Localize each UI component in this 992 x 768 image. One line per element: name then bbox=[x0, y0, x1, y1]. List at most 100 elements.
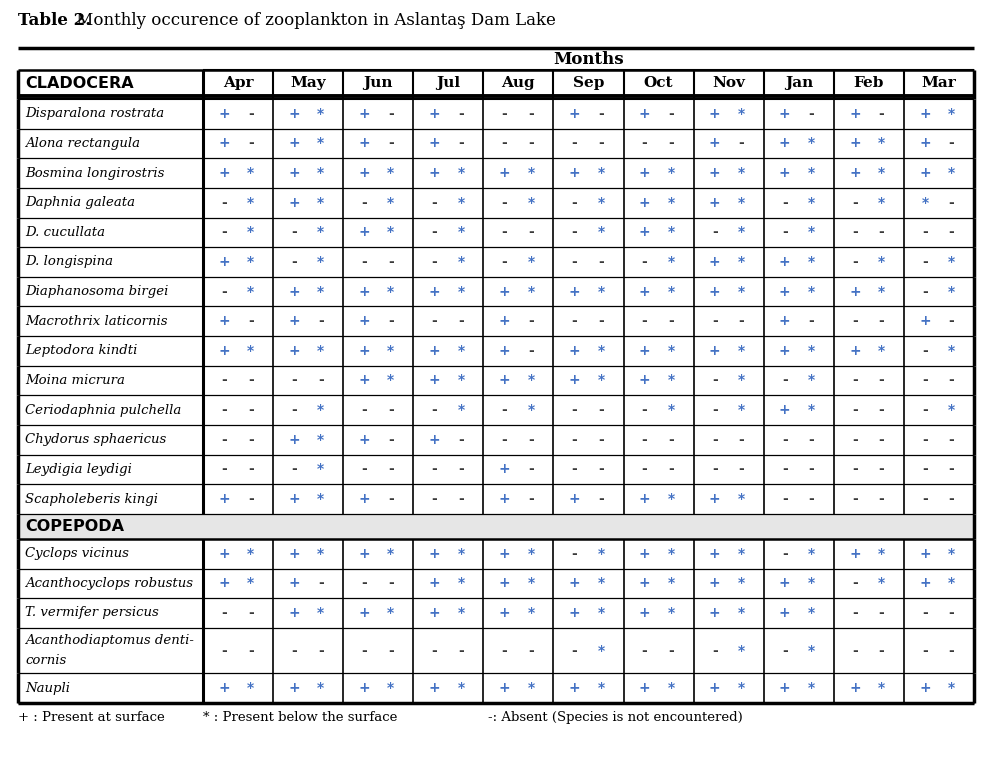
Text: D. cucullata: D. cucullata bbox=[25, 226, 105, 239]
Text: -: - bbox=[922, 432, 928, 447]
Text: +: + bbox=[639, 196, 651, 210]
Text: *: * bbox=[738, 255, 745, 269]
Text: *: * bbox=[738, 107, 745, 121]
Text: Ceriodaphnia pulchella: Ceriodaphnia pulchella bbox=[25, 404, 182, 416]
Text: -: - bbox=[388, 644, 394, 657]
Text: Sep: Sep bbox=[572, 76, 604, 90]
Text: +: + bbox=[499, 314, 510, 328]
Text: +: + bbox=[709, 137, 720, 151]
Text: +: + bbox=[709, 344, 720, 358]
Text: *: * bbox=[528, 606, 535, 620]
Text: *: * bbox=[668, 373, 675, 388]
Text: *: * bbox=[247, 166, 254, 180]
Text: -: - bbox=[598, 255, 604, 269]
Text: -: - bbox=[852, 462, 858, 476]
Text: +: + bbox=[779, 255, 791, 269]
Text: -: - bbox=[738, 462, 744, 476]
Text: -: - bbox=[221, 403, 227, 417]
Text: Table 2.: Table 2. bbox=[18, 12, 91, 29]
Text: -: - bbox=[598, 314, 604, 328]
Text: -: - bbox=[458, 107, 464, 121]
Text: -: - bbox=[879, 373, 884, 388]
Text: CLADOCERA: CLADOCERA bbox=[25, 75, 134, 91]
Text: +: + bbox=[709, 285, 720, 299]
Text: +: + bbox=[499, 492, 510, 506]
Text: * : Present below the surface: * : Present below the surface bbox=[203, 711, 398, 724]
Text: +: + bbox=[429, 344, 440, 358]
Text: +: + bbox=[218, 576, 230, 591]
Text: +: + bbox=[499, 166, 510, 180]
Text: -: - bbox=[712, 644, 717, 657]
Text: -: - bbox=[528, 432, 534, 447]
Text: -: - bbox=[388, 107, 394, 121]
Text: +: + bbox=[289, 547, 300, 561]
Text: -: - bbox=[808, 107, 814, 121]
Text: -: - bbox=[571, 644, 577, 657]
Text: +: + bbox=[429, 547, 440, 561]
Text: -: - bbox=[458, 137, 464, 151]
Text: *: * bbox=[738, 225, 745, 240]
Text: *: * bbox=[317, 225, 324, 240]
Text: *: * bbox=[457, 606, 464, 620]
Text: +: + bbox=[429, 432, 440, 447]
Text: +: + bbox=[218, 681, 230, 695]
Text: -: - bbox=[808, 314, 814, 328]
Text: *: * bbox=[807, 681, 815, 695]
Text: -: - bbox=[922, 492, 928, 506]
Text: -: - bbox=[852, 373, 858, 388]
Text: -: - bbox=[432, 462, 437, 476]
Text: *: * bbox=[317, 462, 324, 476]
Text: *: * bbox=[597, 681, 605, 695]
Text: + : Present at surface: + : Present at surface bbox=[18, 711, 165, 724]
Text: +: + bbox=[218, 107, 230, 121]
Text: +: + bbox=[358, 314, 370, 328]
Text: -: - bbox=[248, 107, 254, 121]
Text: -: - bbox=[248, 137, 254, 151]
Text: -: - bbox=[642, 255, 648, 269]
Text: *: * bbox=[597, 547, 605, 561]
Text: -: - bbox=[221, 196, 227, 210]
Text: +: + bbox=[920, 681, 930, 695]
Text: *: * bbox=[528, 285, 535, 299]
Text: *: * bbox=[387, 166, 395, 180]
Text: +: + bbox=[779, 576, 791, 591]
Text: -: - bbox=[571, 314, 577, 328]
Text: *: * bbox=[528, 166, 535, 180]
Text: *: * bbox=[457, 547, 464, 561]
Text: -: - bbox=[712, 432, 717, 447]
Text: -: - bbox=[502, 255, 507, 269]
Text: +: + bbox=[639, 547, 651, 561]
Text: -: - bbox=[528, 225, 534, 240]
Text: +: + bbox=[568, 492, 580, 506]
Text: +: + bbox=[779, 314, 791, 328]
Text: -: - bbox=[922, 462, 928, 476]
Text: *: * bbox=[317, 255, 324, 269]
Text: +: + bbox=[429, 606, 440, 620]
Text: +: + bbox=[639, 344, 651, 358]
Text: +: + bbox=[568, 576, 580, 591]
Text: -: - bbox=[879, 492, 884, 506]
Text: *: * bbox=[878, 166, 885, 180]
Text: Leydigia leydigi: Leydigia leydigi bbox=[25, 463, 132, 476]
Text: *: * bbox=[738, 403, 745, 417]
Text: May: May bbox=[291, 76, 326, 90]
Text: -: - bbox=[388, 255, 394, 269]
Text: -: - bbox=[432, 644, 437, 657]
Text: -: - bbox=[669, 462, 675, 476]
Text: -: - bbox=[879, 314, 884, 328]
Text: Scapholeberis kingi: Scapholeberis kingi bbox=[25, 492, 158, 505]
Text: -: - bbox=[598, 432, 604, 447]
Text: *: * bbox=[528, 681, 535, 695]
Text: *: * bbox=[878, 255, 885, 269]
Text: -: - bbox=[948, 432, 954, 447]
Text: *: * bbox=[948, 403, 955, 417]
Text: -: - bbox=[528, 492, 534, 506]
Text: +: + bbox=[568, 107, 580, 121]
Text: -: - bbox=[782, 492, 788, 506]
Text: *: * bbox=[528, 403, 535, 417]
Text: -: - bbox=[808, 432, 814, 447]
Text: +: + bbox=[849, 285, 861, 299]
Text: +: + bbox=[568, 285, 580, 299]
Text: +: + bbox=[709, 492, 720, 506]
Text: Alona rectangula: Alona rectangula bbox=[25, 137, 140, 150]
